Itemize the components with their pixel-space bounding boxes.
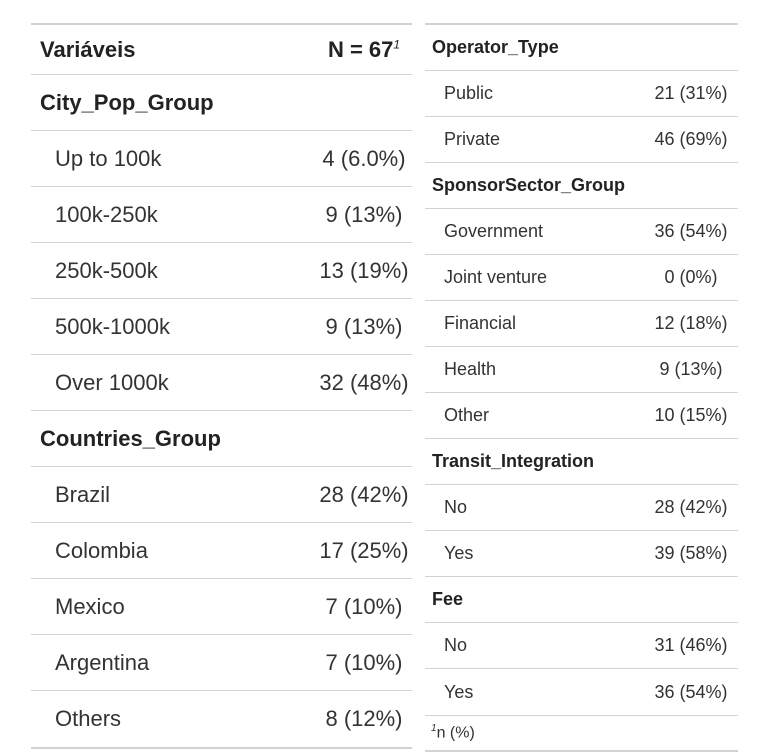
row-label: Over 1000k	[55, 369, 169, 395]
row-value: 7 (10%)	[325, 649, 403, 675]
table-row: Up to 100k 4 (6.0%)	[31, 131, 412, 187]
row-label: Government	[444, 221, 544, 241]
footnote-text: n (%)	[436, 724, 475, 742]
row-value: 36 (54%)	[654, 681, 728, 702]
group-title: City_Pop_Group	[40, 89, 214, 115]
variables-column-header: Variáveis	[40, 36, 136, 62]
group-header-row: SponsorSector_Group	[425, 163, 738, 209]
row-value: 9 (13%)	[659, 359, 723, 379]
row-label: Joint venture	[444, 267, 548, 287]
table-row: Public 21 (31%)	[425, 71, 738, 117]
row-label: Health	[444, 359, 497, 379]
row-value: 21 (31%)	[654, 83, 728, 103]
row-label: 100k-250k	[55, 201, 158, 227]
row-label: 500k-1000k	[55, 313, 170, 339]
row-label: Mexico	[55, 593, 125, 619]
footnote-mark: 1	[431, 723, 437, 735]
row-value: 36 (54%)	[654, 221, 728, 241]
row-label: Private	[444, 129, 501, 149]
row-label: Yes	[444, 543, 474, 563]
table-row: Brazil 28 (42%)	[31, 467, 412, 523]
row-label: Others	[55, 706, 122, 731]
table-header-row: Variáveis N = 671	[31, 25, 412, 75]
table-row: 250k-500k 13 (19%)	[31, 243, 412, 299]
summary-table-right: Operator_Type Public 21 (31%) Private 46 (69…	[425, 23, 738, 752]
table-body: City_Pop_Group Up to 100k 4 (6.0%) 100k-250…	[31, 75, 412, 747]
n-column-header: N = 671	[316, 37, 412, 63]
row-label: Public	[444, 83, 494, 103]
row-value: 0 (0%)	[664, 267, 718, 287]
table-body: Operator_Type Public 21 (31%) Private 46 (69…	[425, 25, 738, 715]
group-title: Countries_Group	[40, 425, 221, 451]
table-row: Private 46 (69%)	[425, 117, 738, 163]
group-header-row: Transit_Integration	[425, 439, 738, 485]
row-value: 8 (12%)	[325, 706, 403, 731]
row-label: Colombia	[55, 537, 148, 563]
row-value: 7 (10%)	[325, 593, 403, 619]
row-value: 39 (58%)	[654, 543, 728, 563]
table-row: Government 36 (54%)	[425, 209, 738, 255]
group-header-row: City_Pop_Group	[31, 75, 412, 131]
table-row: Colombia 17 (25%)	[31, 523, 412, 579]
row-value: 10 (15%)	[654, 405, 728, 425]
footnote-mark: 1	[393, 37, 401, 52]
row-value: 46 (69%)	[654, 129, 728, 149]
table-row: Health 9 (13%)	[425, 347, 738, 393]
table-row: No 28 (42%)	[425, 485, 738, 531]
row-label: Up to 100k	[55, 145, 162, 171]
table-row: No 31 (46%)	[425, 623, 738, 669]
row-label: Argentina	[55, 649, 150, 675]
table-row: Yes 39 (58%)	[425, 531, 738, 577]
table-row: Over 1000k 32 (48%)	[31, 355, 412, 411]
group-title: Operator_Type	[432, 37, 559, 57]
row-value: 28 (42%)	[319, 481, 409, 507]
row-value: 28 (42%)	[654, 497, 728, 517]
group-title: Transit_Integration	[432, 451, 595, 471]
row-value: 17 (25%)	[319, 537, 409, 563]
table-footnote: 1n (%)	[425, 715, 738, 750]
row-label: No	[444, 635, 468, 655]
table-row: Financial 12 (18%)	[425, 301, 738, 347]
group-header-row: Operator_Type	[425, 25, 738, 71]
row-value: 4 (6.0%)	[322, 145, 406, 171]
group-title: SponsorSector_Group	[432, 175, 626, 195]
n-header-label: N = 67	[327, 36, 394, 62]
row-value: 32 (48%)	[319, 369, 409, 395]
row-label: No	[444, 497, 468, 517]
table-row: Other 10 (15%)	[425, 393, 738, 439]
group-title: Fee	[432, 589, 464, 609]
table-row: Argentina 7 (10%)	[31, 635, 412, 691]
table-row: Yes 36 (54%)	[425, 669, 738, 715]
table-row: 500k-1000k 9 (13%)	[31, 299, 412, 355]
row-value: 9 (13%)	[325, 313, 403, 339]
table-row: Others 8 (12%)	[31, 691, 412, 747]
row-label: 250k-500k	[55, 257, 158, 283]
row-label: Brazil	[55, 481, 111, 507]
row-label: Yes	[444, 681, 474, 702]
row-value: 12 (18%)	[654, 313, 728, 333]
table-row: Mexico 7 (10%)	[31, 579, 412, 635]
table-row: Joint venture 0 (0%)	[425, 255, 738, 301]
table-row: 100k-250k 9 (13%)	[31, 187, 412, 243]
row-value: 13 (19%)	[319, 257, 409, 283]
row-label: Other	[444, 405, 490, 425]
row-value: 9 (13%)	[325, 201, 403, 227]
group-header-row: Countries_Group	[31, 411, 412, 467]
row-label: Financial	[444, 313, 517, 333]
group-header-row: Fee	[425, 577, 738, 623]
summary-table-left: Variáveis N = 671 City_Pop_Group Up to 10…	[31, 23, 412, 749]
row-value: 31 (46%)	[654, 635, 728, 655]
